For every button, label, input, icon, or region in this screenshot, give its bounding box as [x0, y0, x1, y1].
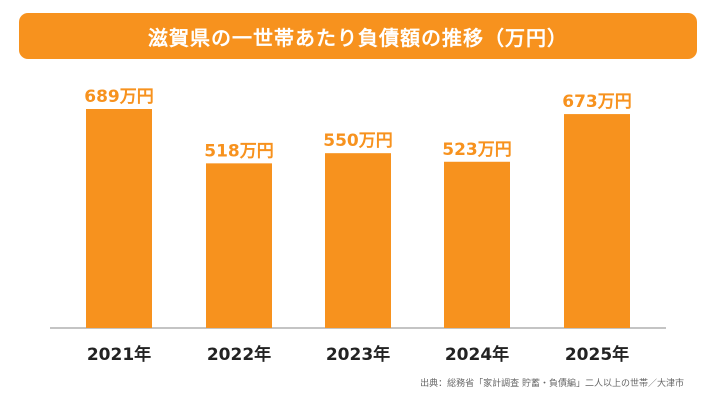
bar-2025年 [564, 114, 630, 328]
data-label: 673万円 [562, 92, 632, 112]
title-banner: 滋賀県の一世帯あたり負債額の推移（万円） [19, 13, 697, 59]
bar-2021年 [86, 109, 152, 328]
data-label: 518万円 [204, 141, 274, 161]
x-tick-label: 2025年 [565, 344, 629, 365]
data-label: 523万円 [442, 140, 512, 160]
x-tick-label: 2023年 [326, 344, 390, 365]
x-tick-label: 2022年 [207, 344, 271, 365]
data-label: 550万円 [323, 131, 393, 151]
chart-title: 滋賀県の一世帯あたり負債額の推移（万円） [148, 25, 568, 50]
x-tick-label: 2021年 [87, 344, 151, 365]
bar-2022年 [206, 163, 272, 328]
bar-2023年 [325, 153, 391, 328]
x-tick-label: 2024年 [445, 344, 509, 365]
source-note: 出典：総務省「家計調査 貯蓄・負債編」二人以上の世帯／大津市 [420, 379, 684, 389]
bar-2024年 [444, 161, 510, 328]
data-label: 689万円 [84, 87, 154, 107]
